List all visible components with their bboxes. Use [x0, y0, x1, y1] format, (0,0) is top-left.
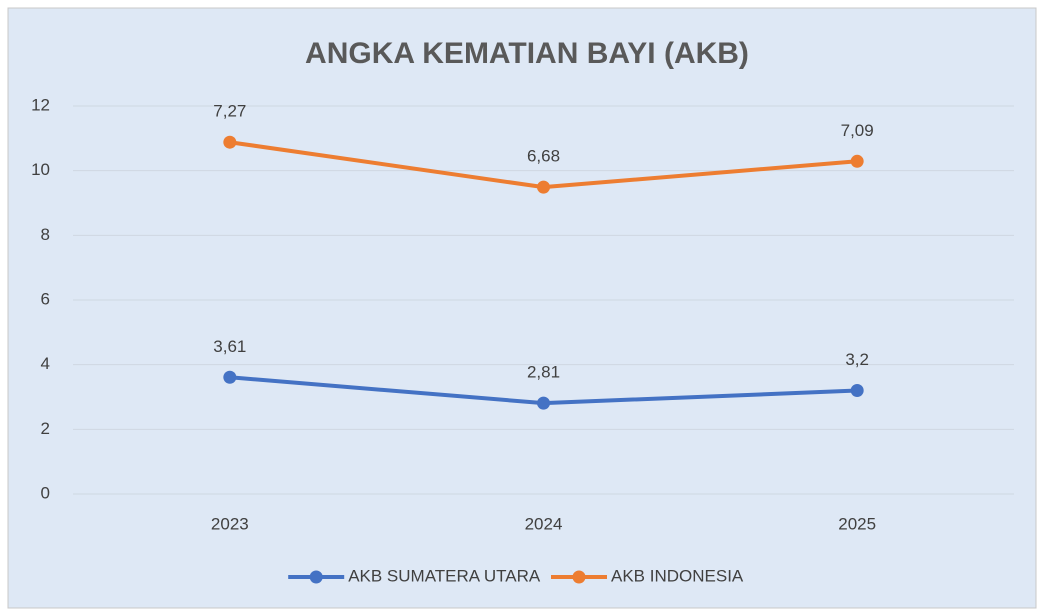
data-label: 3,2: [845, 350, 869, 369]
y-tick-label: 4: [41, 354, 50, 373]
data-label: 2,81: [527, 363, 560, 382]
chart-background: [7, 7, 1037, 609]
y-tick-label: 0: [41, 483, 50, 502]
y-tick-label: 6: [41, 289, 50, 308]
y-tick-label: 10: [31, 160, 50, 179]
point: [850, 154, 864, 168]
point: [223, 135, 237, 149]
legend-marker: [309, 570, 323, 584]
data-label: 7,09: [841, 121, 874, 140]
legend-marker: [572, 570, 586, 584]
legend-label: AKB SUMATERA UTARA: [348, 566, 541, 585]
data-label: 3,61: [213, 337, 246, 356]
point: [537, 396, 550, 410]
x-tick-label: 2023: [211, 514, 249, 533]
data-label: 7,27: [213, 102, 246, 121]
y-tick-label: 8: [41, 225, 50, 244]
point: [537, 180, 550, 194]
legend-label: AKB INDONESIA: [611, 566, 744, 585]
y-tick-label: 12: [31, 95, 50, 114]
x-tick-label: 2025: [838, 514, 876, 533]
point: [850, 384, 864, 398]
x-tick-label: 2024: [525, 514, 563, 533]
data-label: 6,68: [527, 147, 560, 166]
y-tick-label: 2: [41, 419, 50, 438]
chart-title: ANGKA KEMATIAN BAYI (AKB): [305, 37, 749, 70]
point: [223, 370, 237, 384]
